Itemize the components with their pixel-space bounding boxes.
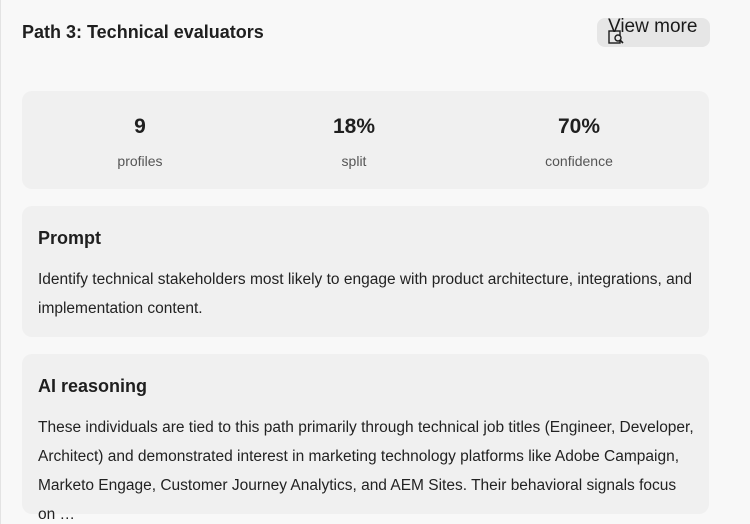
view-more-button[interactable]: View more <box>597 16 710 47</box>
stat-value: 70% <box>557 115 601 138</box>
prompt-text: Identify technical stakeholders most lik… <box>38 271 692 317</box>
stat-split: 18% split <box>274 91 434 189</box>
prompt-card: Prompt Identify technical stakeholders m… <box>22 206 709 337</box>
view-more-label: View more <box>608 16 698 37</box>
prompt-title: Prompt <box>38 228 101 248</box>
reasoning-card: AI reasoning These individuals are tied … <box>22 354 709 523</box>
reasoning-title: AI reasoning <box>38 376 148 396</box>
reasoning-text: These individuals are tied to this path … <box>38 419 694 523</box>
panel-header: Path 3: Technical evaluators View more <box>22 0 710 66</box>
stat-value: 9 <box>134 115 146 138</box>
stat-profiles: 9 profiles <box>60 91 220 189</box>
search-icon <box>608 30 624 44</box>
stat-label: split <box>341 153 367 169</box>
stats-card: 9 profiles 18% split 70% confidence <box>22 91 709 189</box>
stat-value: 18% <box>332 115 376 138</box>
stat-confidence: 70% confidence <box>499 91 659 189</box>
stat-label: confidence <box>545 153 613 169</box>
path-title: Path 3: Technical evaluators <box>22 22 264 42</box>
stat-label: profiles <box>117 153 163 169</box>
